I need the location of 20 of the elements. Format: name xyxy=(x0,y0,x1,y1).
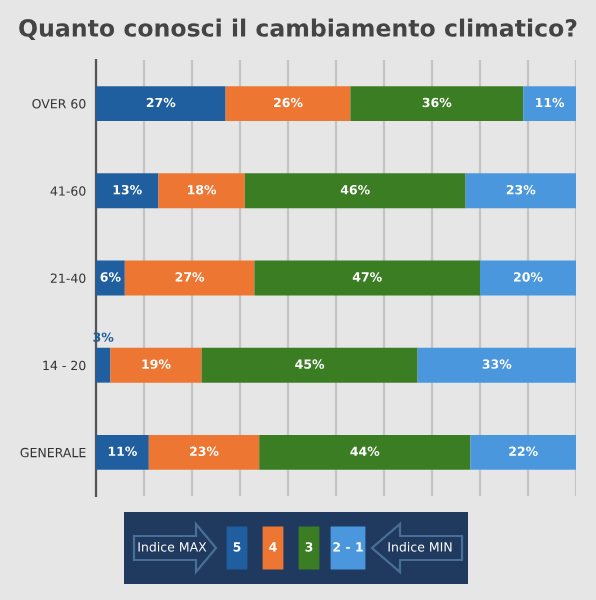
bar xyxy=(124,260,255,296)
bar xyxy=(465,173,576,209)
bar xyxy=(96,173,159,209)
bar xyxy=(254,260,480,296)
bar xyxy=(96,434,149,470)
bar xyxy=(225,86,351,122)
bar xyxy=(96,86,226,122)
bar xyxy=(523,86,576,122)
bar xyxy=(158,173,245,209)
bar xyxy=(148,434,260,470)
bar xyxy=(259,434,471,470)
bar xyxy=(417,347,576,383)
chart-title: Quanto conosci il cambiamento climatico? xyxy=(19,18,577,40)
bar xyxy=(244,173,466,209)
bar xyxy=(96,347,111,383)
bar xyxy=(350,86,524,122)
bar xyxy=(110,347,202,383)
bar xyxy=(480,260,576,296)
bar xyxy=(470,434,576,470)
bar xyxy=(201,347,418,383)
